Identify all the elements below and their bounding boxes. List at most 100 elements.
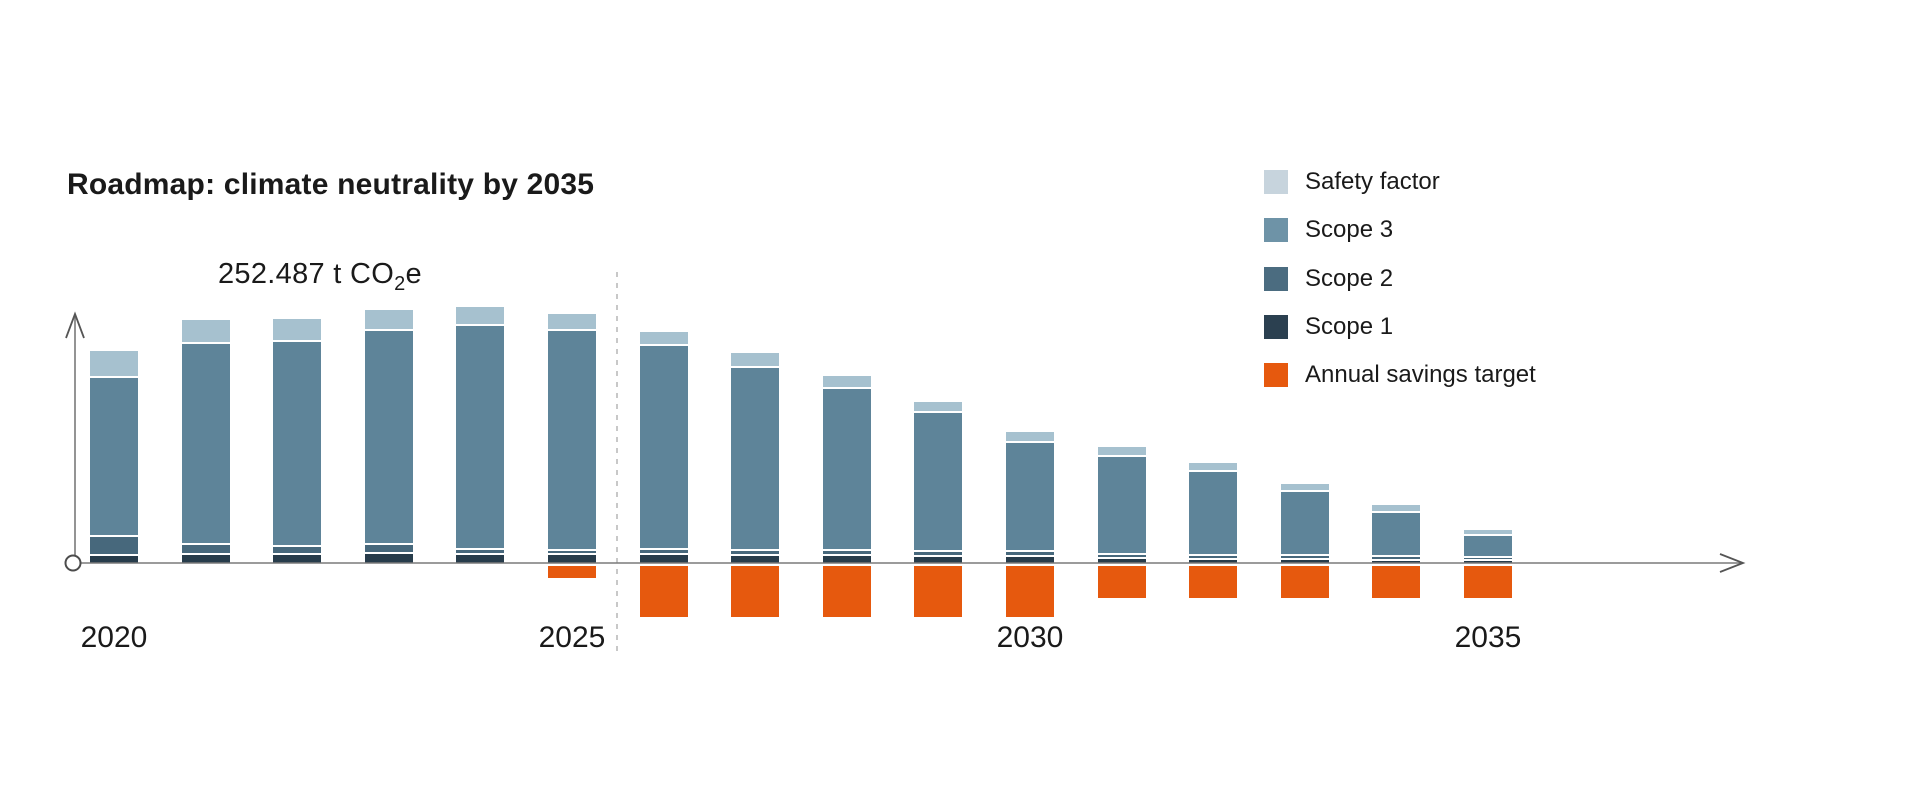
bar-segment-scope-1-2034 bbox=[1372, 560, 1421, 563]
bar-segment-safety-factor-2026 bbox=[639, 332, 688, 345]
legend-label: Scope 3 bbox=[1305, 216, 1394, 244]
bar-segment-scope-2-2035 bbox=[1464, 557, 1512, 559]
bar-segment-scope-3-2033 bbox=[1280, 491, 1329, 554]
bar-segment-annual-savings-target-2025 bbox=[548, 566, 596, 579]
bar-segment-scope-2-2030 bbox=[1006, 551, 1054, 555]
bar-segment-scope-2-2029 bbox=[914, 551, 963, 555]
bar-segment-scope-1-2023 bbox=[364, 553, 413, 563]
bar-segment-annual-savings-target-2028 bbox=[822, 566, 871, 617]
origin-circle-marker bbox=[64, 554, 82, 572]
legend-swatch-scope-1 bbox=[1264, 314, 1288, 339]
bar-segment-scope-3-2031 bbox=[1097, 457, 1146, 553]
bar-segment-safety-factor-2031 bbox=[1097, 447, 1146, 456]
bar-segment-scope-1-2027 bbox=[731, 555, 780, 563]
bar-segment-annual-savings-target-2029 bbox=[914, 566, 963, 617]
annotation-prefix: 252.487 t CO bbox=[218, 258, 395, 290]
bar-segment-scope-2-2034 bbox=[1372, 556, 1421, 559]
bar-segment-safety-factor-2034 bbox=[1372, 505, 1421, 512]
legend-swatch-annual-savings-target bbox=[1264, 363, 1288, 388]
bar-segment-safety-factor-2033 bbox=[1280, 483, 1329, 490]
bar-segment-scope-1-2029 bbox=[914, 556, 963, 563]
bar-segment-scope-1-2020 bbox=[90, 555, 138, 563]
legend-label: Scope 2 bbox=[1305, 264, 1394, 292]
legend-swatch-scope-2 bbox=[1264, 266, 1288, 291]
bar-segment-scope-3-2029 bbox=[914, 413, 963, 550]
bar-segment-scope-3-2030 bbox=[1006, 442, 1054, 550]
chart-title: Roadmap: climate neutrality by 2035 bbox=[67, 168, 595, 201]
bar-segment-scope-2-2033 bbox=[1280, 555, 1329, 558]
legend-item-scope-1: Scope 1 bbox=[1264, 312, 1536, 340]
bar-segment-scope-2-2024 bbox=[456, 549, 505, 553]
bar-segment-scope-3-2022 bbox=[273, 342, 322, 545]
bar-segment-scope-2-2022 bbox=[273, 546, 322, 553]
bar-segment-scope-1-2026 bbox=[639, 554, 688, 563]
bar-segment-safety-factor-2022 bbox=[273, 318, 322, 341]
x-axis-label-2020: 2020 bbox=[80, 621, 148, 654]
bar-segment-scope-3-2035 bbox=[1464, 535, 1512, 556]
bar-segment-safety-factor-2023 bbox=[364, 309, 413, 329]
bar-segment-safety-factor-2032 bbox=[1189, 463, 1238, 471]
legend-item-scope-3: Scope 3 bbox=[1264, 216, 1536, 244]
bar-segment-scope-2-2023 bbox=[364, 544, 413, 552]
x-axis-label-2035: 2035 bbox=[1454, 621, 1522, 654]
bar-segment-scope-3-2021 bbox=[181, 344, 230, 543]
legend-swatch-scope-3 bbox=[1264, 218, 1288, 243]
bar-segment-scope-2-2025 bbox=[548, 550, 596, 553]
bar-segment-scope-1-2025 bbox=[548, 554, 596, 563]
legend: Safety factor Scope 3 Scope 2 Scope 1 An… bbox=[1264, 168, 1536, 411]
bar-segment-safety-factor-2027 bbox=[731, 353, 780, 366]
bar-segment-annual-savings-target-2033 bbox=[1280, 566, 1329, 598]
bar-segment-scope-3-2024 bbox=[456, 325, 505, 548]
legend-item-annual-savings-target: Annual savings target bbox=[1264, 361, 1536, 389]
legend-label: Scope 1 bbox=[1305, 312, 1394, 340]
bar-segment-safety-factor-2024 bbox=[456, 306, 505, 324]
legend-item-scope-2: Scope 2 bbox=[1264, 264, 1536, 292]
legend-swatch-safety-factor bbox=[1264, 170, 1288, 194]
bar-segment-annual-savings-target-2034 bbox=[1372, 566, 1421, 598]
bar-segment-safety-factor-2025 bbox=[548, 313, 596, 329]
bar-segment-scope-3-2032 bbox=[1189, 472, 1238, 554]
x-axis-label-2030: 2030 bbox=[996, 621, 1064, 654]
bar-segment-scope-1-2028 bbox=[822, 555, 871, 563]
bar-segment-scope-3-2025 bbox=[548, 330, 596, 549]
bar-segment-scope-3-2026 bbox=[639, 346, 688, 548]
bar-segment-safety-factor-2029 bbox=[914, 402, 963, 412]
bar-segment-scope-3-2034 bbox=[1372, 513, 1421, 555]
annotation-suffix: e bbox=[405, 258, 422, 290]
bar-segment-scope-2-2027 bbox=[731, 550, 780, 554]
bar-segment-scope-3-2027 bbox=[731, 367, 780, 549]
bar-segment-scope-3-2023 bbox=[364, 330, 413, 543]
bar-segment-safety-factor-2030 bbox=[1006, 431, 1054, 441]
bar-segment-scope-1-2022 bbox=[273, 554, 322, 563]
peak-value-annotation: 252.487 t CO2e bbox=[218, 258, 422, 294]
bar-segment-scope-3-2020 bbox=[90, 377, 138, 535]
bar-segment-scope-1-2024 bbox=[456, 554, 505, 563]
x-axis-arrowhead bbox=[1719, 553, 1746, 573]
bar-segment-safety-factor-2028 bbox=[822, 375, 871, 387]
bar-segment-scope-2-2021 bbox=[181, 544, 230, 553]
bar-segment-safety-factor-2020 bbox=[90, 351, 138, 376]
bar-segment-safety-factor-2035 bbox=[1464, 529, 1512, 534]
bar-segment-annual-savings-target-2035 bbox=[1464, 566, 1512, 598]
bar-segment-scope-3-2028 bbox=[822, 388, 871, 549]
bar-segment-scope-1-2035 bbox=[1464, 560, 1512, 563]
bar-segment-safety-factor-2021 bbox=[181, 319, 230, 343]
legend-label: Annual savings target bbox=[1305, 361, 1536, 389]
bar-segment-scope-1-2021 bbox=[181, 554, 230, 563]
bar-segment-annual-savings-target-2027 bbox=[731, 566, 780, 617]
x-axis-label-2025: 2025 bbox=[538, 621, 606, 654]
bar-segment-scope-2-2026 bbox=[639, 549, 688, 553]
legend-label: Safety factor bbox=[1305, 168, 1440, 195]
bar-segment-scope-2-2032 bbox=[1189, 555, 1238, 558]
bar-segment-scope-1-2033 bbox=[1280, 559, 1329, 563]
legend-item-safety-factor: Safety factor bbox=[1264, 168, 1536, 195]
bar-segment-scope-1-2031 bbox=[1097, 558, 1146, 563]
bar-segment-annual-savings-target-2032 bbox=[1189, 566, 1238, 598]
bar-segment-annual-savings-target-2026 bbox=[639, 566, 688, 617]
bar-segment-annual-savings-target-2031 bbox=[1097, 566, 1146, 598]
annotation-subscript: 2 bbox=[394, 272, 406, 295]
bar-segment-scope-1-2030 bbox=[1006, 556, 1054, 563]
bar-segment-scope-2-2031 bbox=[1097, 554, 1146, 557]
bar-segment-scope-2-2028 bbox=[822, 550, 871, 554]
